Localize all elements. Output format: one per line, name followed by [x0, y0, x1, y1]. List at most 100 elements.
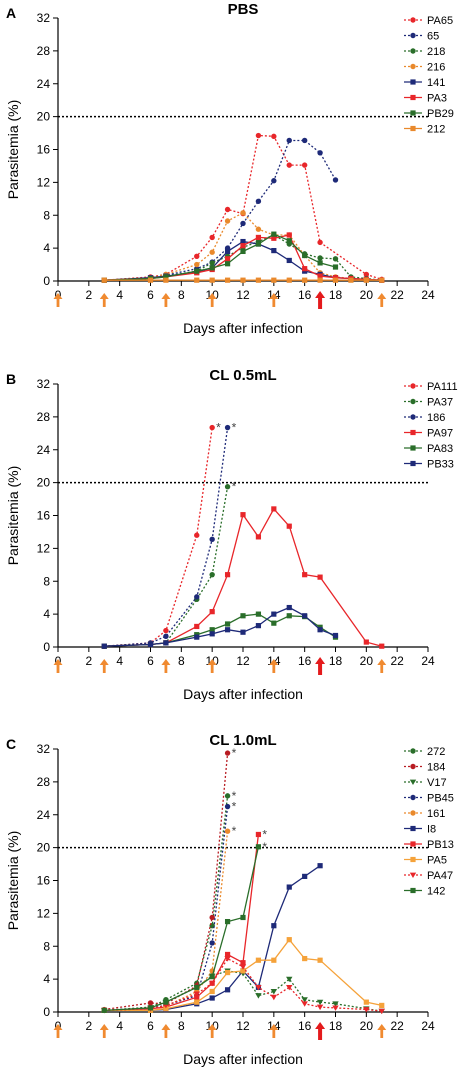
data-point — [224, 206, 231, 213]
x-tick-label: 20 — [360, 1019, 374, 1033]
chart-title: CL 1.0mL — [209, 732, 276, 749]
data-point — [224, 969, 231, 976]
data-point — [271, 957, 277, 963]
legend-entry: PB13 — [404, 839, 454, 851]
series-pb13: * — [101, 827, 267, 1013]
legend-label: 184 — [427, 762, 445, 774]
data-point — [147, 1005, 154, 1011]
data-point — [194, 253, 200, 260]
data-point — [224, 951, 231, 958]
x-tick-label: 24 — [421, 1019, 435, 1033]
series-pa47 — [101, 956, 385, 1015]
legend-entry: PA65 — [404, 15, 453, 27]
x-axis-label: Days after infection — [183, 1051, 303, 1067]
x-axis-label: Days after infection — [183, 686, 303, 702]
legend-label: PA37 — [427, 397, 453, 409]
legend-label: 218 — [427, 46, 445, 58]
x-tick-label: 24 — [421, 654, 435, 668]
red-arrow-icon — [315, 1022, 326, 1040]
data-point — [224, 828, 231, 834]
legend-label: I8 — [427, 824, 436, 836]
orange-arrow-icon — [99, 293, 109, 307]
legend-label: 161 — [427, 808, 445, 820]
legend-swatch-marker — [410, 445, 416, 451]
y-tick-label: 28 — [37, 775, 51, 789]
data-point — [348, 277, 354, 283]
legend-swatch-marker — [410, 429, 416, 436]
data-point — [317, 863, 323, 869]
data-point — [224, 218, 231, 224]
x-tick-label: 16 — [298, 654, 312, 668]
x-tick-label: 6 — [147, 288, 154, 302]
legend-swatch-marker — [410, 32, 416, 39]
data-point — [317, 574, 323, 580]
data-point — [378, 1008, 385, 1015]
data-point — [270, 989, 278, 995]
orange-arrow-icon — [161, 659, 171, 673]
data-point — [163, 1006, 169, 1012]
data-point — [255, 831, 262, 838]
legend: PA111 PA37 186 PA97 PA83 PB33 — [404, 381, 458, 471]
y-axis-label: Parasitemia (%) — [5, 831, 21, 931]
x-tick-label: 12 — [236, 654, 250, 668]
orange-arrow-icon — [269, 659, 279, 673]
data-point — [271, 277, 277, 283]
data-point — [332, 264, 339, 270]
data-point — [209, 974, 215, 980]
orange-arrow-icon — [269, 1024, 279, 1038]
y-tick-label: 12 — [37, 175, 51, 189]
chart-title: PBS — [228, 1, 259, 18]
data-point — [286, 232, 292, 238]
x-tick-label: 22 — [390, 288, 404, 302]
data-point — [255, 844, 262, 850]
data-point — [271, 235, 277, 241]
data-point — [379, 277, 385, 283]
series-line — [104, 427, 229, 647]
data-point — [163, 633, 169, 640]
data-point — [194, 277, 200, 283]
legend-label: PA47 — [427, 870, 453, 882]
data-point — [240, 629, 246, 635]
data-point — [286, 238, 292, 244]
legend-entry: PA47 — [404, 870, 453, 882]
data-point — [147, 277, 154, 283]
data-point — [271, 620, 277, 626]
x-tick-label: 20 — [360, 654, 374, 668]
orange-arrow-icon — [377, 293, 387, 307]
legend-entry: 218 — [404, 46, 445, 58]
death-asterisk: * — [232, 746, 237, 760]
data-point — [332, 177, 339, 183]
series-212 — [101, 277, 385, 283]
data-point — [363, 271, 370, 278]
data-point — [255, 226, 262, 232]
chart-title: CL 0.5mL — [209, 367, 276, 384]
treatment-arrows — [53, 291, 387, 309]
data-point — [240, 210, 246, 216]
death-asterisk: * — [232, 789, 237, 803]
legend-label: PA83 — [427, 443, 453, 455]
data-point — [255, 234, 262, 241]
y-tick-label: 4 — [43, 607, 50, 621]
data-point — [209, 249, 215, 255]
y-tick-label: 16 — [37, 509, 51, 523]
x-tick-label: 6 — [147, 1019, 154, 1033]
series-line — [104, 753, 229, 1011]
data-point — [255, 198, 262, 204]
y-tick-label: 8 — [43, 574, 50, 588]
data-point — [255, 993, 262, 999]
legend-swatch-marker — [410, 63, 416, 70]
y-tick-label: 32 — [37, 11, 51, 25]
data-point — [363, 1007, 370, 1013]
data-point — [317, 627, 323, 633]
data-point — [209, 995, 215, 1001]
legend-swatch-marker — [410, 48, 416, 54]
data-point — [194, 994, 200, 1000]
data-point — [209, 536, 215, 543]
series-line — [104, 834, 260, 1012]
series-v17 — [101, 968, 385, 1015]
y-tick-label: 28 — [37, 44, 51, 58]
legend-entry: PA111 — [404, 381, 458, 393]
death-asterisk: * — [232, 480, 237, 494]
legend-swatch-marker — [410, 794, 416, 801]
legend-swatch-marker — [410, 841, 416, 847]
